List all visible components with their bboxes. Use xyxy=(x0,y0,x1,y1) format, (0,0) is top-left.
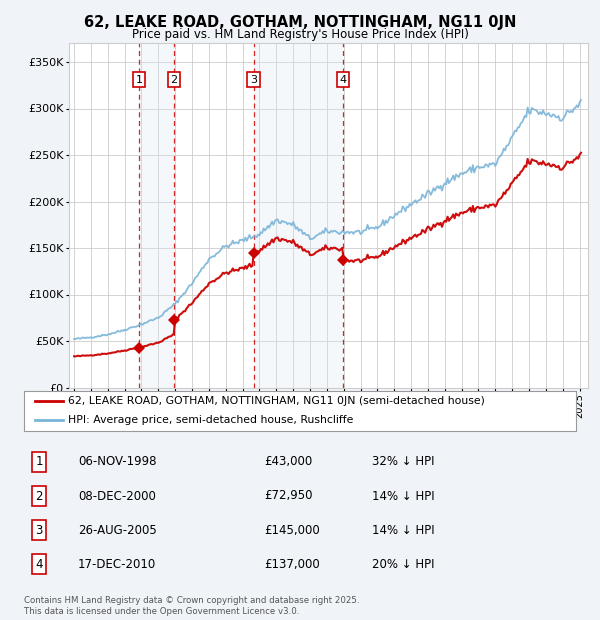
Text: 20% ↓ HPI: 20% ↓ HPI xyxy=(372,558,434,570)
Text: 17-DEC-2010: 17-DEC-2010 xyxy=(78,558,156,570)
Text: 1: 1 xyxy=(35,456,43,468)
Text: £145,000: £145,000 xyxy=(264,524,320,536)
Text: 26-AUG-2005: 26-AUG-2005 xyxy=(78,524,157,536)
Text: 4: 4 xyxy=(340,74,347,84)
Text: 1: 1 xyxy=(136,74,142,84)
Text: 2: 2 xyxy=(35,490,43,502)
Text: £43,000: £43,000 xyxy=(264,456,312,468)
Text: Contains HM Land Registry data © Crown copyright and database right 2025.
This d: Contains HM Land Registry data © Crown c… xyxy=(24,596,359,616)
Text: 14% ↓ HPI: 14% ↓ HPI xyxy=(372,524,434,536)
Text: 3: 3 xyxy=(35,524,43,536)
Text: 62, LEAKE ROAD, GOTHAM, NOTTINGHAM, NG11 0JN (semi-detached house): 62, LEAKE ROAD, GOTHAM, NOTTINGHAM, NG11… xyxy=(68,396,485,407)
Bar xyxy=(254,43,343,388)
Text: HPI: Average price, semi-detached house, Rushcliffe: HPI: Average price, semi-detached house,… xyxy=(68,415,353,425)
Text: Price paid vs. HM Land Registry's House Price Index (HPI): Price paid vs. HM Land Registry's House … xyxy=(131,28,469,41)
Text: 06-NOV-1998: 06-NOV-1998 xyxy=(78,456,157,468)
Text: 3: 3 xyxy=(250,74,257,84)
Text: £137,000: £137,000 xyxy=(264,558,320,570)
Bar xyxy=(139,43,174,388)
Text: 14% ↓ HPI: 14% ↓ HPI xyxy=(372,490,434,502)
Text: 2: 2 xyxy=(170,74,178,84)
Text: £72,950: £72,950 xyxy=(264,490,313,502)
Text: 62, LEAKE ROAD, GOTHAM, NOTTINGHAM, NG11 0JN: 62, LEAKE ROAD, GOTHAM, NOTTINGHAM, NG11… xyxy=(84,16,516,30)
Text: 08-DEC-2000: 08-DEC-2000 xyxy=(78,490,156,502)
Text: 4: 4 xyxy=(35,558,43,570)
Text: 32% ↓ HPI: 32% ↓ HPI xyxy=(372,456,434,468)
